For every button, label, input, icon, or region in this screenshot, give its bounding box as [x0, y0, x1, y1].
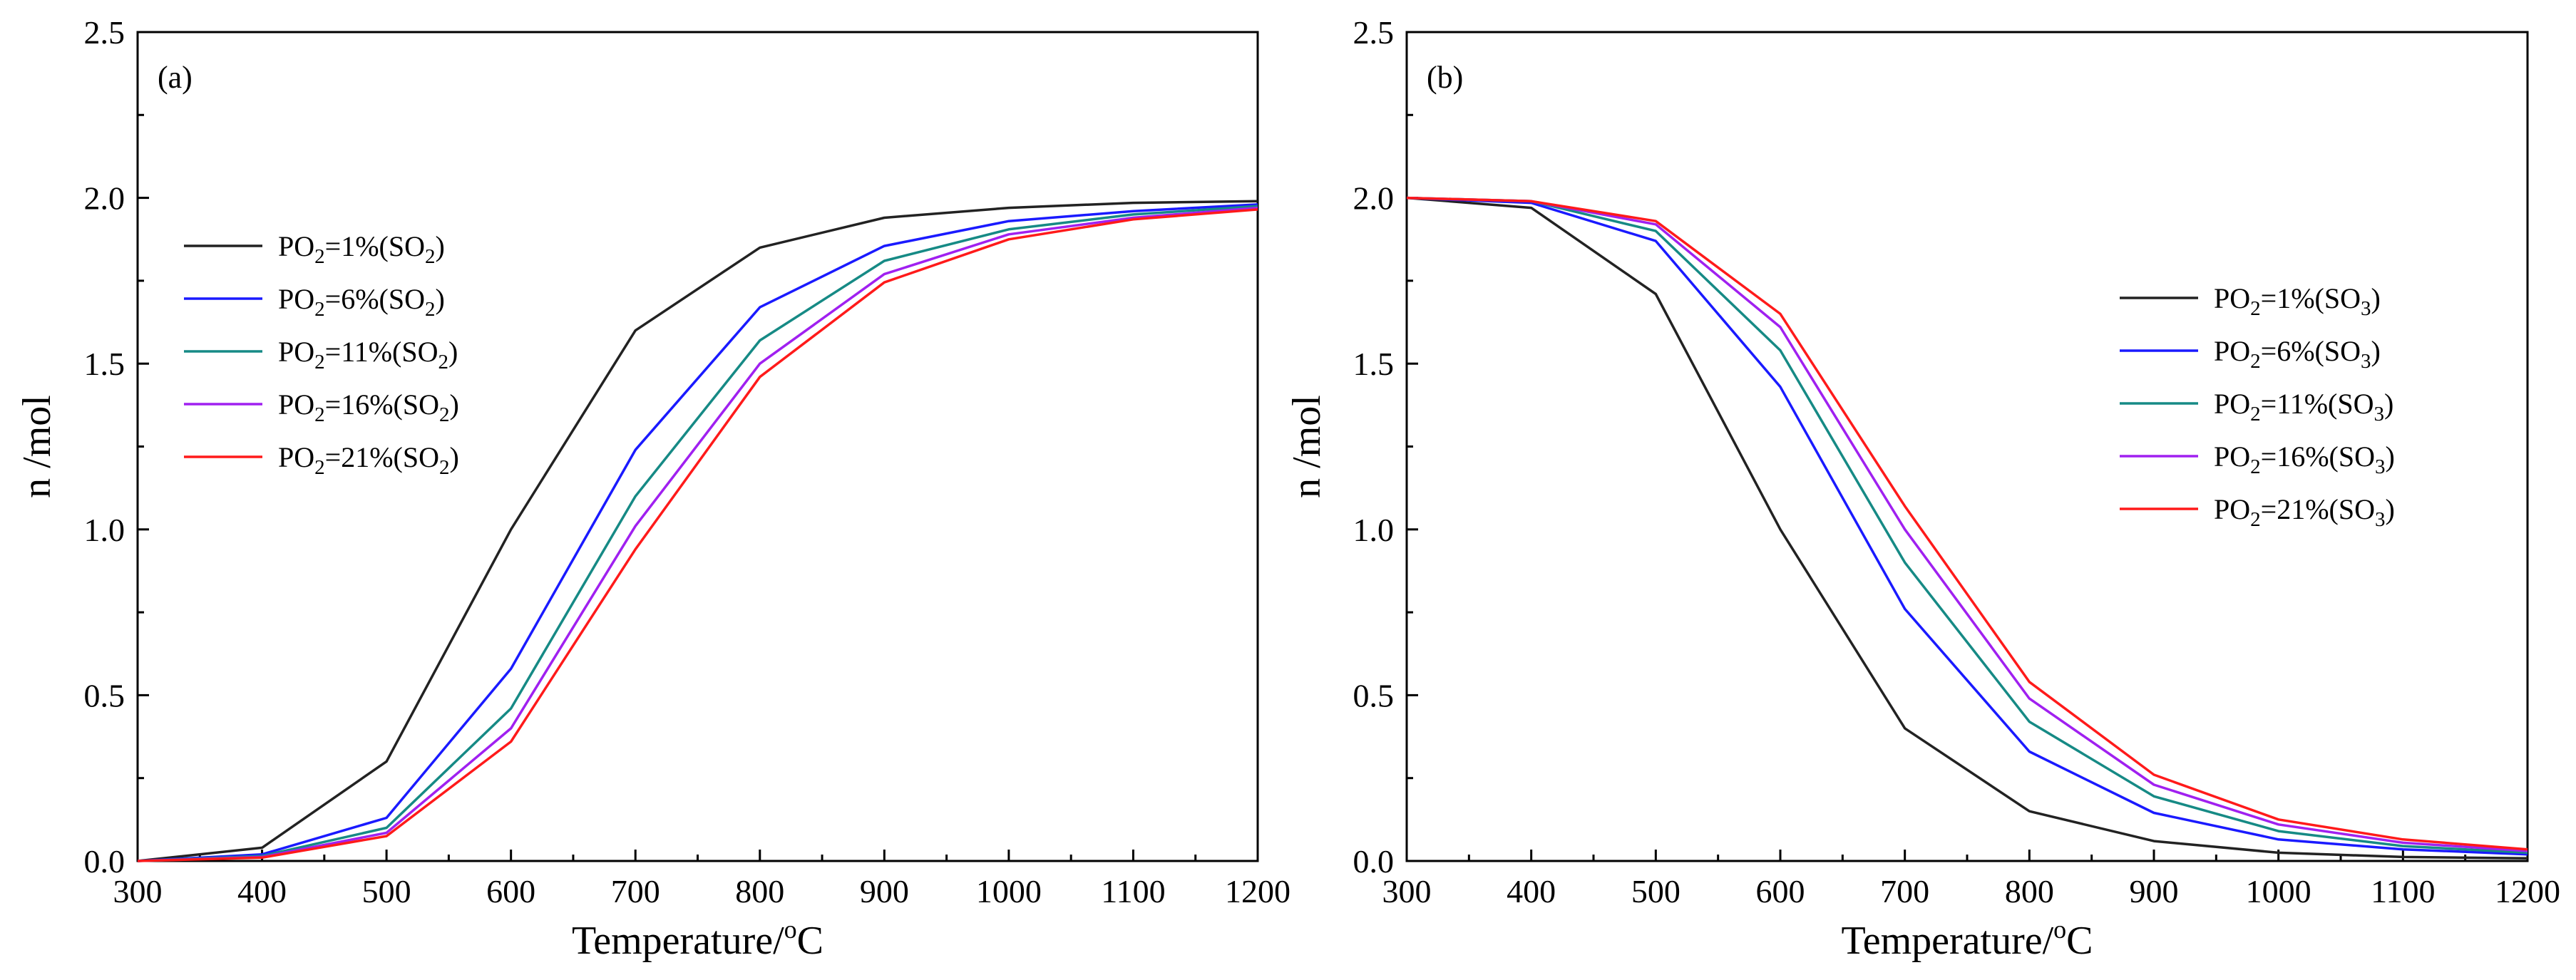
x-tick-label: 900 — [860, 873, 909, 909]
legend-label: PO2=11%(SO2) — [278, 336, 458, 373]
legend: PO2=1%(SO3) PO2=6%(SO3) PO2=11%(SO3) PO2=16… — [2120, 282, 2395, 531]
x-tick-label: 1200 — [1225, 873, 1290, 909]
x-tick-label: 700 — [1880, 873, 1929, 909]
y-tick-label: 1.5 — [84, 346, 125, 382]
panel-label: (a) — [158, 60, 193, 95]
x-tick-label: 600 — [1756, 873, 1805, 909]
x-tick-label: 500 — [362, 873, 411, 909]
y-tick-label: 2.5 — [84, 14, 125, 51]
x-tick-label: 900 — [2130, 873, 2179, 909]
series-line-2 — [137, 203, 1258, 862]
x-tick-label: 1100 — [2371, 873, 2435, 909]
x-tick-label: 1100 — [1101, 873, 1165, 909]
x-axis-title: Temperature/oC — [572, 915, 823, 963]
panel-label: (b) — [1427, 60, 1463, 95]
series-line-3 — [1406, 196, 2528, 855]
x-tick-label: 700 — [611, 873, 660, 909]
series-line-1 — [1406, 196, 2528, 860]
legend-label: PO2=21%(SO3) — [2214, 493, 2395, 531]
legend-label: PO2=16%(SO3) — [2214, 440, 2395, 478]
x-tick-label: 1000 — [2246, 873, 2311, 909]
chart-panel-b: 300 400 500 600 700 800 900 1000 1100 1200 0.0 0.5 1… — [1285, 14, 2560, 963]
x-tick-label: 400 — [237, 873, 287, 909]
y-tick-label: 1.0 — [1353, 512, 1395, 548]
y-tick-label: 2.0 — [1353, 180, 1395, 217]
y-tick-label: 1.5 — [1353, 346, 1395, 382]
x-tick-label: 300 — [113, 873, 163, 909]
legend-label: PO2=11%(SO3) — [2214, 388, 2393, 425]
series-line-4 — [1406, 196, 2528, 852]
y-tick-label: 0.0 — [84, 843, 125, 880]
legend-label: PO2=6%(SO3) — [2214, 335, 2381, 373]
y-tick-label: 2.5 — [1353, 14, 1395, 51]
y-tick-label: 2.0 — [84, 180, 125, 217]
x-tick-label: 500 — [1631, 873, 1680, 909]
y-axis-title: n /mol — [15, 395, 59, 498]
x-tick-label: 1000 — [976, 873, 1042, 909]
series-line-2 — [1406, 196, 2528, 856]
y-tick-label: 0.5 — [1353, 677, 1395, 713]
legend: PO2=1%(SO2) PO2=6%(SO2) PO2=11%(SO2) PO2=16… — [184, 230, 459, 479]
x-tick-label: 300 — [1382, 873, 1432, 909]
x-tick-label: 400 — [1507, 873, 1556, 909]
legend-label: PO2=1%(SO3) — [2214, 282, 2381, 320]
series-line-5 — [1406, 196, 2528, 851]
chart-panel-a: 300 400 500 600 700 800 900 1000 1100 1200 0.0 0.5 1… — [15, 14, 1290, 963]
y-axis-title: n /mol — [1285, 395, 1329, 498]
series-line-4 — [137, 206, 1258, 862]
x-tick-label: 800 — [735, 873, 784, 909]
y-tick-label: 0.5 — [84, 677, 125, 713]
y-tick-label: 1.0 — [84, 512, 125, 548]
x-tick-label: 600 — [486, 873, 535, 909]
series-line-1 — [137, 200, 1258, 862]
legend-label: PO2=16%(SO2) — [278, 388, 459, 426]
series-line-5 — [137, 208, 1258, 862]
legend-label: PO2=21%(SO2) — [278, 441, 459, 479]
x-tick-label: 800 — [2005, 873, 2054, 909]
legend-label: PO2=6%(SO2) — [278, 283, 445, 321]
x-tick-label: 1200 — [2495, 873, 2560, 909]
series-line-3 — [137, 205, 1258, 862]
x-axis-title: Temperature/oC — [1841, 915, 2093, 963]
y-tick-label: 0.0 — [1353, 843, 1395, 880]
legend-label: PO2=1%(SO2) — [278, 230, 445, 268]
